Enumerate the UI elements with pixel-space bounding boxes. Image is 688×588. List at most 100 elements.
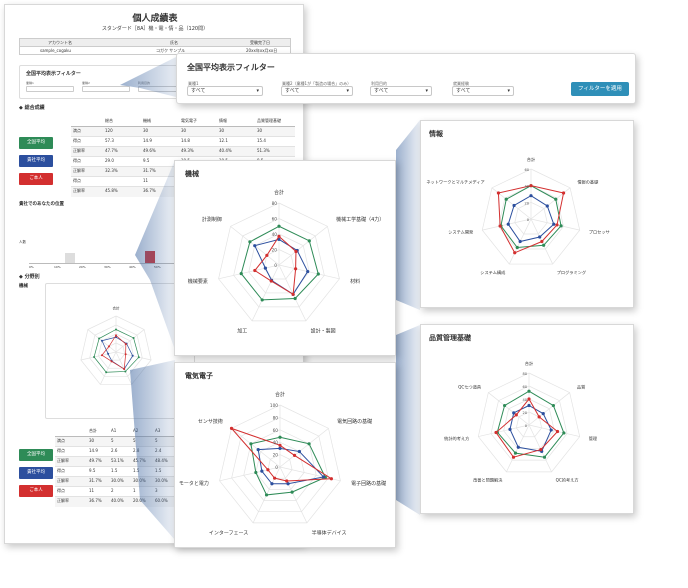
chart-panel-denki: 電気電子 0 20 40 60 80 100 合計 電気回路の基礎 電子回路の基礎 半導体デバイス… — [174, 362, 396, 548]
data-point-self — [561, 191, 566, 195]
table-row-line — [55, 466, 175, 467]
grid-spoke — [219, 466, 281, 482]
axis-label: 情報の基礎 — [577, 179, 599, 186]
table-cell: 31.7% — [89, 478, 102, 483]
bottom-score-table: 合計 A1 A2 A3 満点 30 5 5 5 得点 14.9 2.6 2.8 2.4 正解率 49.7% 53… — [55, 427, 175, 507]
series-line-company — [509, 404, 552, 452]
filter-select-industry2[interactable]: すべて ▾ — [281, 86, 353, 96]
series-line-company — [101, 336, 134, 370]
table-row-shade — [55, 477, 175, 487]
chart-title: 電気電子 — [185, 372, 213, 380]
axis-label: 合計 — [527, 156, 535, 163]
legend-company-button-bottom[interactable]: 貴社平均 — [19, 467, 53, 479]
data-point-self — [291, 292, 295, 296]
grid-ring — [218, 202, 340, 322]
grid-spoke — [218, 264, 280, 280]
series-line-company — [257, 447, 325, 485]
filter-select-industry1[interactable]: すべて ▾ — [187, 86, 263, 96]
table-col-header: 電気電子 — [181, 118, 197, 123]
axis-label: 計測制御 — [202, 216, 222, 223]
legend-national-button[interactable]: 全国平均 — [19, 137, 53, 149]
axis-label: インターフェース — [209, 530, 248, 537]
axis-label: プログラミング — [557, 269, 586, 276]
grid-ring — [514, 201, 548, 235]
chevron-down-icon: ▾ — [507, 88, 510, 94]
data-point-national — [264, 493, 269, 497]
apply-filter-button[interactable]: フィルターを適用 — [571, 82, 629, 96]
filter-select-experience[interactable]: すべて ▾ — [452, 86, 514, 96]
data-point-company — [552, 222, 556, 226]
grid-ring — [267, 454, 293, 479]
axis-label: ネットワークとマルチメディア — [426, 179, 484, 186]
data-point-company — [263, 266, 267, 270]
table-cell: 51.3% — [257, 148, 270, 153]
data-point-national — [115, 328, 117, 331]
table-col-header: 機械 — [143, 118, 151, 123]
table-cell: 15.4 — [257, 138, 266, 143]
axis-label: 合計 — [525, 360, 533, 367]
series-line-national — [240, 225, 319, 301]
report-title: 個人成績表 — [132, 14, 178, 24]
report-subtitle: スタンダード［8A］機・電・情・品（120問） — [101, 26, 209, 32]
table-cell: 30 — [219, 128, 225, 133]
table-col-header: A2 — [133, 428, 139, 433]
axis-label: 電気回路の基礎 — [337, 418, 372, 425]
grid-ring — [219, 404, 341, 524]
table-col-header: 品質管理基礎 — [257, 118, 281, 123]
zoom-wedge-joho — [396, 120, 420, 310]
chart-panel-joho: 情報 0 20 40 60 合計 情報の基礎 プロセッサ プログラミング システム構成 システム開… — [420, 120, 634, 308]
axis-label: システム開発 — [448, 229, 474, 236]
table-row-label: 得点 — [57, 448, 65, 453]
mini-filter-label: 利用目的 — [138, 81, 151, 85]
table-col-header: 情報 — [219, 118, 227, 123]
legend-national-button-bottom[interactable]: 全国平均 — [19, 449, 53, 461]
data-point-national — [278, 435, 282, 439]
table-cell: 1.5 — [133, 468, 140, 473]
data-point-company — [297, 449, 301, 454]
table-cell: 1 — [133, 488, 136, 493]
axis-label: 品質 — [577, 383, 585, 390]
mini-filter-select[interactable] — [82, 86, 130, 92]
position-bar — [65, 253, 75, 263]
table-cell: 14.9 — [143, 138, 152, 143]
data-point-national — [513, 451, 518, 455]
position-tick-label: 50% — [154, 265, 161, 269]
filter-select-purpose[interactable]: すべて ▾ — [370, 86, 432, 96]
chevron-down-icon: ▾ — [346, 88, 349, 94]
table-row-label: 正解率 — [73, 168, 85, 173]
mini-filter-select[interactable] — [26, 86, 74, 92]
data-point-national — [105, 371, 108, 374]
axis-label: 電子回路の基礎 — [351, 480, 386, 487]
axis-label: 材料 — [350, 278, 360, 285]
table-cell: 1.5 — [155, 468, 162, 473]
data-point-national — [98, 337, 101, 340]
filter-panel: 全国平均表示フィルター 業種1 すべて ▾ 業種2（業種1が「製造の場合」のみ） … — [176, 53, 636, 104]
exam-date: 20xx年xx月xx日 — [246, 48, 278, 53]
data-point-national — [137, 356, 140, 359]
legend-self-button[interactable]: ご本人 — [19, 173, 53, 185]
data-point-national — [254, 470, 258, 475]
legend-company-button[interactable]: 貴社平均 — [19, 155, 53, 167]
data-point-self — [329, 477, 333, 481]
chevron-down-icon: ▾ — [425, 88, 428, 94]
radial-tick-label: 60 — [524, 168, 529, 172]
axis-label: 統計的考え方 — [444, 435, 469, 442]
series-line-national — [496, 390, 565, 458]
data-point-company — [545, 204, 549, 208]
legend-self-button-bottom[interactable]: ご本人 — [19, 485, 53, 497]
table-row-shade — [71, 147, 295, 157]
grid-spoke — [279, 466, 308, 524]
grid-ring — [515, 411, 543, 438]
table-cell: 1.5 — [111, 468, 118, 473]
filter-value: すべて — [374, 88, 389, 94]
data-point-self — [278, 443, 282, 447]
mini-filter-label: 業種1 — [26, 81, 34, 85]
radial-tick-label: 60 — [273, 428, 279, 434]
table-row-shade — [71, 127, 295, 137]
data-point-company — [516, 445, 520, 449]
table-cell: 12.1 — [219, 138, 228, 143]
table-row-label: 得点 — [57, 468, 65, 473]
data-point-company — [277, 237, 281, 242]
axis-label: モータと電力 — [179, 480, 209, 487]
